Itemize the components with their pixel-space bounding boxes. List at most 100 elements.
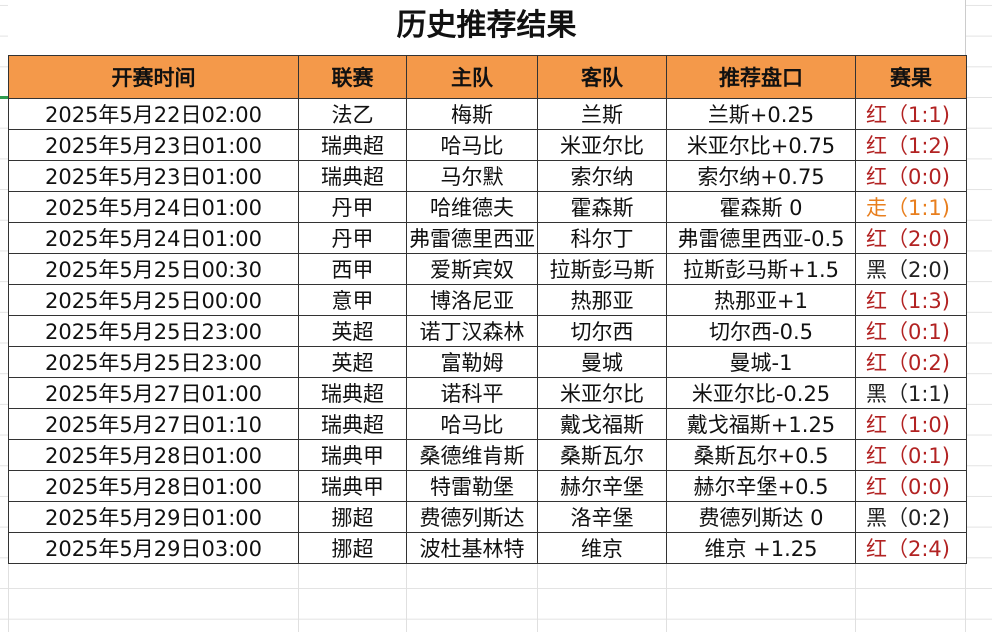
cell-time[interactable]: 2025年5月23日01:00 xyxy=(8,129,299,161)
cell-home[interactable]: 哈马比 xyxy=(406,408,538,440)
table-row: 2025年5月25日23:00 英超 富勒姆 曼城 曼城-1 红（0:2) xyxy=(8,346,967,378)
cell-league[interactable]: 瑞典超 xyxy=(298,129,407,161)
cell-home[interactable]: 梅斯 xyxy=(406,98,538,130)
cell-away[interactable]: 索尔纳 xyxy=(537,160,667,192)
table-row: 2025年5月29日03:00 挪超 波杜基林特 维京 维京 +1.25 红（2:4) xyxy=(8,532,967,564)
cell-result[interactable]: 黑（2:0) xyxy=(855,253,967,285)
cell-away[interactable]: 切尔西 xyxy=(537,315,667,347)
cell-pick[interactable]: 切尔西-0.5 xyxy=(666,315,856,347)
cell-home[interactable]: 弗雷德里西亚 xyxy=(406,222,538,254)
cell-away[interactable]: 拉斯彭马斯 xyxy=(537,253,667,285)
cell-result[interactable]: 红（2:4) xyxy=(855,532,967,564)
cell-result[interactable]: 红（0:1) xyxy=(855,439,967,471)
cell-result[interactable]: 红（1:0) xyxy=(855,408,967,440)
cell-home[interactable]: 诺科平 xyxy=(406,377,538,409)
cell-league[interactable]: 丹甲 xyxy=(298,222,407,254)
cell-time[interactable]: 2025年5月29日03:00 xyxy=(8,532,299,564)
cell-result[interactable]: 红（0:0) xyxy=(855,160,967,192)
cell-home[interactable]: 哈马比 xyxy=(406,129,538,161)
cell-time[interactable]: 2025年5月25日23:00 xyxy=(8,346,299,378)
cell-time[interactable]: 2025年5月23日01:00 xyxy=(8,160,299,192)
cell-pick[interactable]: 霍森斯 0 xyxy=(666,191,856,223)
cell-home[interactable]: 爱斯宾奴 xyxy=(406,253,538,285)
cell-away[interactable]: 戴戈福斯 xyxy=(537,408,667,440)
header-league[interactable]: 联赛 xyxy=(298,55,407,99)
cell-league[interactable]: 瑞典甲 xyxy=(298,470,407,502)
cell-time[interactable]: 2025年5月29日01:00 xyxy=(8,501,299,533)
cell-pick[interactable]: 曼城-1 xyxy=(666,346,856,378)
cell-league[interactable]: 瑞典超 xyxy=(298,377,407,409)
cell-time[interactable]: 2025年5月28日01:00 xyxy=(8,470,299,502)
cell-away[interactable]: 米亚尔比 xyxy=(537,129,667,161)
cell-pick[interactable]: 兰斯+0.25 xyxy=(666,98,856,130)
cell-pick[interactable]: 热那亚+1 xyxy=(666,284,856,316)
cell-time[interactable]: 2025年5月27日01:10 xyxy=(8,408,299,440)
cell-away[interactable]: 曼城 xyxy=(537,346,667,378)
cell-away[interactable]: 米亚尔比 xyxy=(537,377,667,409)
cell-result[interactable]: 红（1:1) xyxy=(855,98,967,130)
cell-league[interactable]: 法乙 xyxy=(298,98,407,130)
header-home[interactable]: 主队 xyxy=(406,55,538,99)
cell-time[interactable]: 2025年5月25日00:00 xyxy=(8,284,299,316)
cell-away[interactable]: 维京 xyxy=(537,532,667,564)
results-table: 开赛时间 联赛 主队 客队 推荐盘口 赛果 2025年5月22日02:00 法乙 梅斯 兰斯 兰斯… xyxy=(8,55,967,564)
cell-away[interactable]: 热那亚 xyxy=(537,284,667,316)
cell-home[interactable]: 费德列斯达 xyxy=(406,501,538,533)
cell-away[interactable]: 霍森斯 xyxy=(537,191,667,223)
cell-home[interactable]: 马尔默 xyxy=(406,160,538,192)
cell-away[interactable]: 兰斯 xyxy=(537,98,667,130)
cell-pick[interactable]: 弗雷德里西亚-0.5 xyxy=(666,222,856,254)
cell-result[interactable]: 走（1:1) xyxy=(855,191,967,223)
cell-league[interactable]: 英超 xyxy=(298,315,407,347)
cell-home[interactable]: 富勒姆 xyxy=(406,346,538,378)
header-pick[interactable]: 推荐盘口 xyxy=(666,55,856,99)
cell-home[interactable]: 特雷勒堡 xyxy=(406,470,538,502)
cell-result[interactable]: 红（1:3) xyxy=(855,284,967,316)
header-time[interactable]: 开赛时间 xyxy=(8,55,299,99)
cell-time[interactable]: 2025年5月24日01:00 xyxy=(8,222,299,254)
cell-result[interactable]: 红（0:1) xyxy=(855,315,967,347)
cell-away[interactable]: 桑斯瓦尔 xyxy=(537,439,667,471)
cell-pick[interactable]: 维京 +1.25 xyxy=(666,532,856,564)
cell-time[interactable]: 2025年5月25日00:30 xyxy=(8,253,299,285)
cell-home[interactable]: 诺丁汉森林 xyxy=(406,315,538,347)
cell-result[interactable]: 红（0:0) xyxy=(855,470,967,502)
cell-away[interactable]: 洛辛堡 xyxy=(537,501,667,533)
cell-time[interactable]: 2025年5月27日01:00 xyxy=(8,377,299,409)
cell-result[interactable]: 红（2:0) xyxy=(855,222,967,254)
cell-pick[interactable]: 戴戈福斯+1.25 xyxy=(666,408,856,440)
cell-pick[interactable]: 米亚尔比+0.75 xyxy=(666,129,856,161)
cell-away[interactable]: 赫尔辛堡 xyxy=(537,470,667,502)
cell-home[interactable]: 波杜基林特 xyxy=(406,532,538,564)
cell-pick[interactable]: 索尔纳+0.75 xyxy=(666,160,856,192)
cell-result[interactable]: 黑（0:2) xyxy=(855,501,967,533)
cell-time[interactable]: 2025年5月25日23:00 xyxy=(8,315,299,347)
cell-home[interactable]: 桑德维肯斯 xyxy=(406,439,538,471)
cell-away[interactable]: 科尔丁 xyxy=(537,222,667,254)
cell-pick[interactable]: 桑斯瓦尔+0.5 xyxy=(666,439,856,471)
cell-pick[interactable]: 拉斯彭马斯+1.5 xyxy=(666,253,856,285)
header-away[interactable]: 客队 xyxy=(537,55,667,99)
cell-league[interactable]: 瑞典甲 xyxy=(298,439,407,471)
cell-league[interactable]: 挪超 xyxy=(298,501,407,533)
cell-league[interactable]: 挪超 xyxy=(298,532,407,564)
cell-result[interactable]: 红（0:2) xyxy=(855,346,967,378)
cell-time[interactable]: 2025年5月28日01:00 xyxy=(8,439,299,471)
cell-league[interactable]: 瑞典超 xyxy=(298,160,407,192)
cell-league[interactable]: 丹甲 xyxy=(298,191,407,223)
cell-league[interactable]: 西甲 xyxy=(298,253,407,285)
cell-time[interactable]: 2025年5月22日02:00 xyxy=(8,98,299,130)
cell-league[interactable]: 瑞典超 xyxy=(298,408,407,440)
cell-pick[interactable]: 米亚尔比-0.25 xyxy=(666,377,856,409)
cell-time[interactable]: 2025年5月24日01:00 xyxy=(8,191,299,223)
cell-pick[interactable]: 赫尔辛堡+0.5 xyxy=(666,470,856,502)
cell-home[interactable]: 博洛尼亚 xyxy=(406,284,538,316)
cell-league[interactable]: 英超 xyxy=(298,346,407,378)
cell-result[interactable]: 黑（1:1) xyxy=(855,377,967,409)
cell-league[interactable]: 意甲 xyxy=(298,284,407,316)
header-result[interactable]: 赛果 xyxy=(855,55,967,99)
cell-home[interactable]: 哈维德夫 xyxy=(406,191,538,223)
table-row: 2025年5月27日01:10 瑞典超 哈马比 戴戈福斯 戴戈福斯+1.25 红（1:0) xyxy=(8,408,967,440)
cell-pick[interactable]: 费德列斯达 0 xyxy=(666,501,856,533)
cell-result[interactable]: 红（1:2) xyxy=(855,129,967,161)
